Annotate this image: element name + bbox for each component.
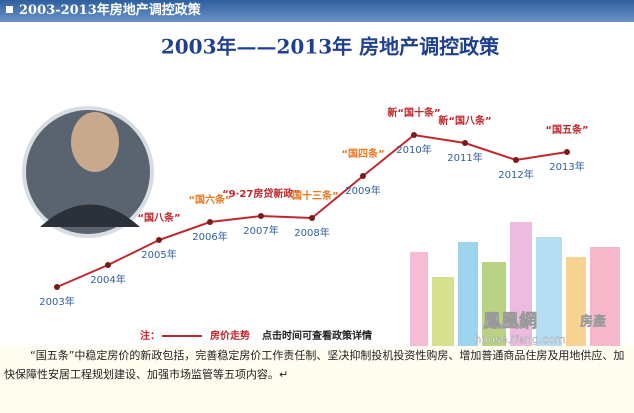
watermark-tag: 房產 [580,314,606,330]
point [54,284,60,290]
watermark-url: house.ifeng.com [474,333,565,346]
year-label[interactable]: 2010年 [396,143,431,156]
point [564,149,570,155]
chart-title: 2003年——2013年 房地产调控政策 [161,35,500,59]
year-label[interactable]: 2012年 [498,168,533,181]
watermark-brand: 鳳凰網 [483,310,537,332]
policy-label[interactable]: 新“国八条” [438,114,491,127]
year-label[interactable]: 2004年 [90,273,125,286]
legend-note: 点击时间可查看政策详情 [262,329,372,342]
header: 2003-2013年房地产调控政策 [0,0,634,22]
policy-label[interactable]: “国四条” [341,147,384,160]
policy-label[interactable]: “9·27房贷新政” [222,187,300,200]
point [105,262,111,268]
year-label[interactable]: 2009年 [345,184,380,197]
policy-label[interactable]: 新“国十条” [387,106,440,119]
legend-label: 房价走势 [210,329,250,342]
buildings [410,222,620,346]
year-label[interactable]: 2007年 [243,224,278,237]
photo [22,106,154,238]
year-label[interactable]: 2006年 [192,230,227,243]
legend-prefix: 注： [140,329,160,342]
point [258,213,264,219]
year-label[interactable]: 2008年 [294,226,329,239]
caption: “国五条”中稳定房价的新政包括，完善稳定房价工作责任制、坚决抑制投机投资性购房、… [0,346,634,413]
policy-label[interactable]: “国十三条” [285,189,338,202]
point [360,173,366,179]
point [156,237,162,243]
chart: 2003年——2013年 房地产调控政策 鳳凰網 房產 house.ifeng.… [0,22,634,346]
policy-label[interactable]: “国六条” [188,193,231,206]
year-label[interactable]: 2005年 [141,248,176,261]
year-label[interactable]: 2013年 [549,160,584,173]
year-label[interactable]: 2011年 [447,151,482,164]
header-title: 2003-2013年房地产调控政策 [19,3,201,18]
point [513,157,519,163]
watermark: 鳳凰網 房產 house.ifeng.com [474,310,606,346]
point [462,140,468,146]
point [207,219,213,225]
policy-label[interactable]: “国八条” [137,211,180,224]
policy-label[interactable]: “国五条” [545,123,588,136]
year-label[interactable]: 2003年 [39,295,74,308]
point [309,215,315,221]
point [411,132,417,138]
